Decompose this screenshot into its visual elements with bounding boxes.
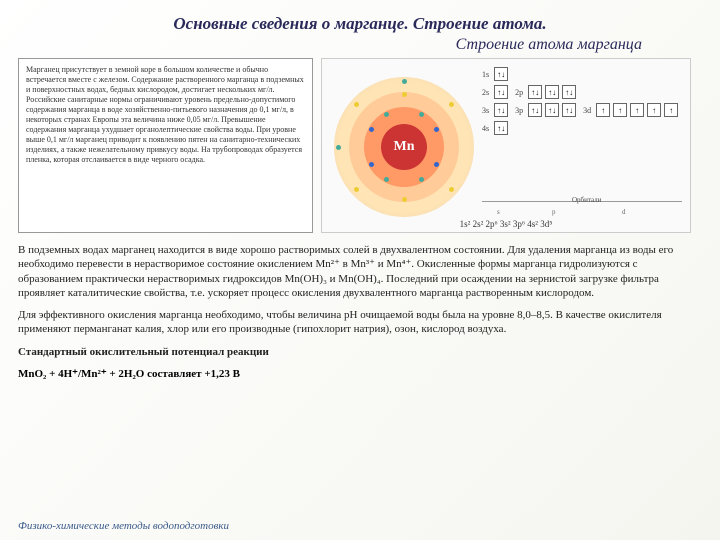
orbital-diagram: 1s↑↓ 2s↑↓2p↑↓↑↓↑↓ 3s↑↓3p↑↓↑↓↑↓3d↑↑↑↑↑ 4s… [482, 67, 682, 139]
axis-s: s [497, 208, 500, 216]
formula-label: Стандартный окислительный потенциал реак… [18, 345, 702, 359]
electron-config: 1s² 2s² 2p⁶ 3s² 3p⁶ 4s² 3d⁵ [322, 219, 690, 229]
axis-d: d [622, 208, 626, 216]
page-subtitle: Строение атома марганца [18, 36, 702, 54]
axis-title: Орбитали [572, 196, 601, 204]
page-title: Основные сведения о марганце. Строение а… [18, 14, 702, 34]
formula: MnO₂ + 4H⁺/Mn²⁺ + 2H₂O составляет +1,23 … [18, 367, 702, 380]
atom-diagram: Mn 1s↑↓ 2s↑↓2p↑↓↑↓↑↓ 3s↑↓3p↑↓↑↓↑↓3d↑↑↑↑↑… [321, 58, 691, 233]
info-text-box: Марганец присутствует в земной коре в бо… [18, 58, 313, 233]
body-paragraph-1: В подземных водах марганец находится в в… [18, 243, 702, 300]
body-paragraph-2: Для эффективного окисления марганца необ… [18, 308, 702, 337]
atom-shell-model: Mn [334, 77, 474, 217]
footer-text: Физико-химические методы водоподготовки [18, 520, 229, 532]
nucleus-label: Mn [394, 139, 415, 155]
top-row: Марганец присутствует в земной коре в бо… [18, 58, 702, 233]
axis-p: p [552, 208, 556, 216]
